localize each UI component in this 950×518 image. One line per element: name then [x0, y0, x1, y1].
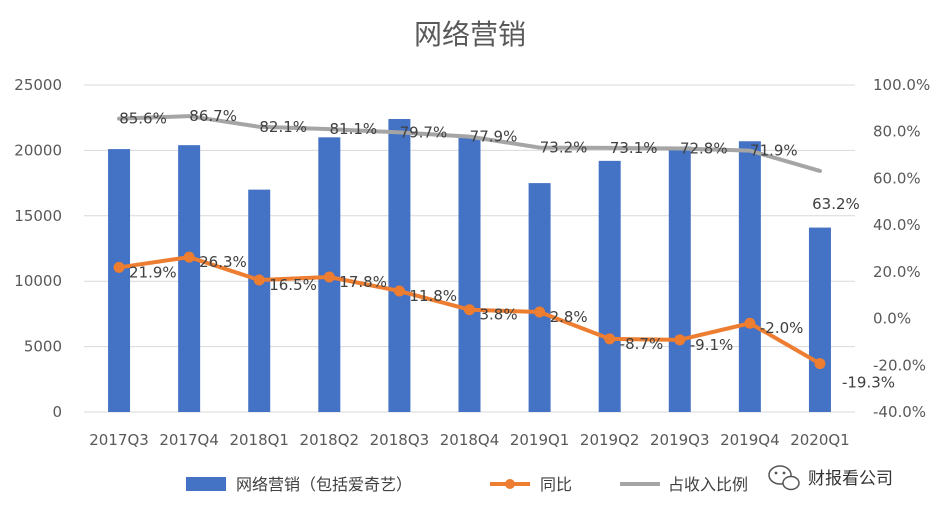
bar	[178, 145, 201, 412]
yoy-data-label: 2.8%	[550, 308, 588, 326]
yoy-data-label: 17.8%	[339, 273, 387, 291]
yoy-data-label: -8.7%	[620, 335, 664, 353]
wechat-icon	[768, 465, 800, 491]
ratio-data-label: 73.2%	[540, 139, 588, 157]
ratio-data-label: 72.8%	[680, 140, 728, 158]
right-tick-label: 0.0%	[873, 310, 911, 328]
ratio-data-label: 71.9%	[750, 142, 798, 160]
yoy-data-label: 3.8%	[480, 306, 518, 324]
x-tick-label: 2019Q2	[580, 431, 640, 449]
x-tick-label: 2020Q1	[790, 431, 850, 449]
yoy-point	[464, 304, 475, 316]
left-axis: 0 5000 10000 15000 20000 25000	[14, 76, 62, 421]
yoy-point	[534, 306, 546, 318]
yoy-data-label: 26.3%	[199, 253, 247, 271]
yoy-data-label: -19.3%	[842, 374, 895, 392]
yoy-point	[113, 261, 125, 273]
right-tick-label: 60.0%	[873, 169, 921, 187]
x-tick-label: 2018Q3	[370, 431, 430, 449]
x-tick-label: 2019Q1	[510, 431, 570, 449]
yoy-point	[604, 333, 616, 345]
ratio-data-label: 85.6%	[119, 110, 167, 128]
left-tick-label: 0	[52, 403, 62, 421]
x-tick-label: 2017Q4	[159, 431, 219, 449]
bar	[598, 160, 621, 412]
ratio-data-label: 82.1%	[259, 118, 307, 136]
legend-swatch-bar	[186, 477, 226, 491]
right-axis: -40.0% -20.0% 0.0% 20.0% 40.0% 60.0% 80.0% 100.…	[873, 76, 930, 421]
yoy-data-label: 11.8%	[409, 287, 457, 305]
bar	[108, 149, 131, 413]
x-tick-label: 2017Q3	[89, 431, 149, 449]
bar	[808, 227, 831, 412]
yoy-point	[253, 274, 265, 286]
legend: 网络营销（包括爱奇艺） 同比 占收入比例	[186, 475, 748, 494]
yoy-point	[744, 317, 756, 329]
right-tick-label: -40.0%	[873, 403, 926, 421]
bar	[738, 141, 761, 412]
left-tick-label: 25000	[14, 76, 62, 94]
ratio-data-label: 63.2%	[812, 195, 860, 213]
yoy-point	[393, 285, 405, 297]
yoy-data-label: -2.0%	[760, 319, 804, 337]
bar	[668, 146, 691, 412]
chart-title: 网络营销	[414, 18, 526, 51]
yoy-data-label: 21.9%	[129, 263, 177, 281]
x-tick-label: 2018Q2	[300, 431, 360, 449]
x-tick-label: 2018Q1	[229, 431, 289, 449]
bar	[458, 137, 481, 412]
ratio-data-label: 77.9%	[470, 128, 518, 146]
x-tick-label: 2018Q4	[440, 431, 500, 449]
ratio-line	[117, 114, 822, 173]
bar	[248, 189, 271, 412]
yoy-point	[183, 251, 195, 263]
yoy-point	[323, 271, 335, 283]
line-series	[113, 114, 826, 370]
ratio-data-label: 79.7%	[400, 123, 448, 141]
legend-marker-yoy	[505, 479, 515, 489]
watermark-text: 财报看公司	[808, 469, 893, 489]
legend-label-ratio: 占收入比例	[668, 475, 748, 494]
right-tick-label: 100.0%	[873, 76, 930, 94]
left-tick-label: 5000	[24, 338, 62, 356]
left-tick-label: 20000	[14, 141, 62, 159]
legend-label-yoy: 同比	[540, 475, 572, 494]
yoy-data-label: 16.5%	[269, 276, 317, 294]
watermark: 财报看公司	[768, 465, 893, 491]
ratio-data-label: 73.1%	[610, 139, 658, 157]
left-tick-label: 15000	[14, 207, 62, 225]
yoy-data-label: -9.1%	[690, 336, 734, 354]
ratio-data-label: 86.7%	[189, 107, 237, 125]
left-tick-label: 10000	[14, 272, 62, 290]
right-tick-label: 20.0%	[873, 263, 921, 281]
yoy-point	[674, 334, 686, 346]
bar	[528, 183, 551, 412]
x-tick-label: 2019Q4	[720, 431, 780, 449]
yoy-point	[814, 358, 826, 370]
right-tick-label: -20.0%	[873, 356, 926, 374]
bar	[388, 119, 411, 413]
right-tick-label: 80.0%	[873, 123, 921, 141]
data-labels: 85.6% 86.7% 82.1% 81.1% 79.7% 77.9% 73.2% 73.1%…	[119, 107, 895, 392]
legend-label-bar: 网络营销（包括爱奇艺）	[236, 475, 412, 494]
ratio-data-label: 81.1%	[329, 120, 377, 138]
x-tick-label: 2019Q3	[650, 431, 710, 449]
x-axis: 2017Q3 2017Q4 2018Q1 2018Q2 2018Q3 2018Q4 2019…	[89, 431, 849, 449]
right-tick-label: 40.0%	[873, 216, 921, 234]
